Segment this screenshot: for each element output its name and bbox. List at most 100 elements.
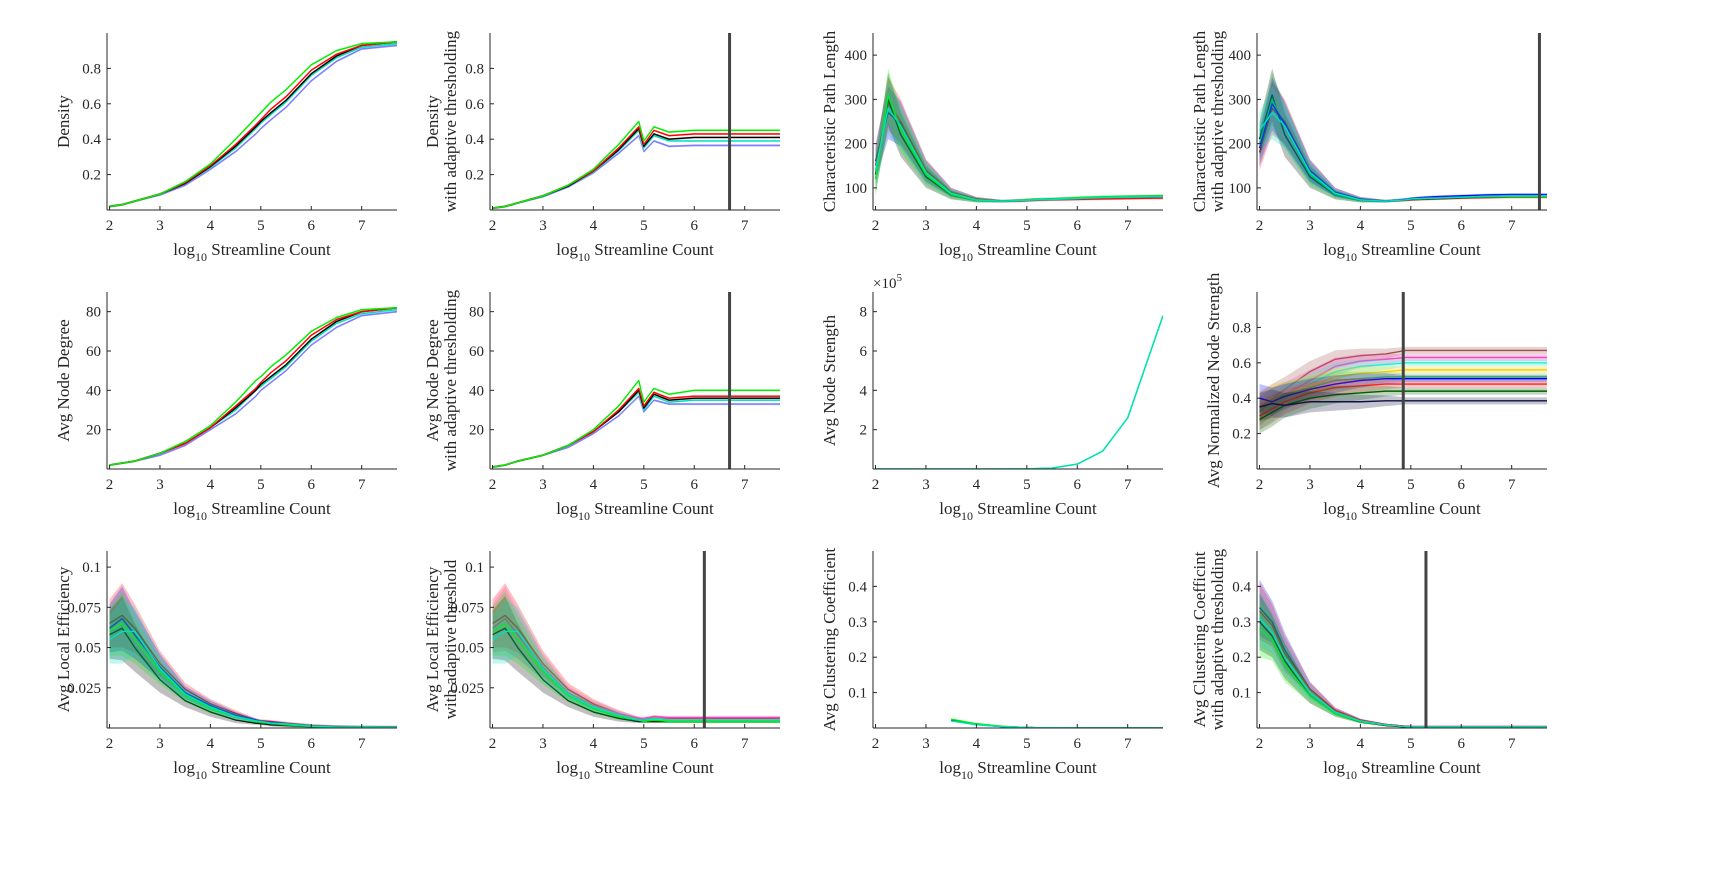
x-label-sub: 10	[578, 509, 590, 523]
y-tick-label: 0.075	[450, 600, 484, 616]
x-axis-label: log10 Streamline Count	[556, 240, 714, 264]
subplot: 2 3 4 5 6 7 0.025 0.05 0.075 0.1 log10 Streamline …	[423, 551, 780, 782]
x-label-base: log	[939, 240, 961, 259]
x-axis-label: log10 Streamline Count	[173, 758, 331, 782]
series-line	[109, 44, 397, 208]
x-tick-label: 2	[106, 477, 114, 493]
x-tick-label: 3	[922, 218, 930, 234]
y-tick-label: 100	[1229, 181, 1252, 197]
y-tick-label: 2	[860, 423, 868, 439]
series-line	[1258, 607, 1547, 728]
x-tick-label: 5	[1407, 218, 1415, 234]
x-tick-label: 2	[106, 218, 114, 234]
subplot: 2 3 4 5 6 7 20 40 60 80 log10 Streamline Count Avg …	[423, 289, 780, 523]
plot-area	[109, 306, 397, 467]
subplot: 2 3 4 5 6 7 100 200 300 400 log10 Streamline Count…	[1190, 30, 1547, 264]
y-tick-label: 80	[86, 305, 101, 321]
y-tick-label: 400	[1229, 48, 1252, 64]
y-tick-label: 200	[845, 137, 868, 153]
x-label-rest: Streamline Count	[973, 240, 1097, 259]
x-label-base: log	[556, 499, 578, 518]
series-line	[1259, 378, 1547, 403]
x-tick-label: 2	[489, 218, 497, 234]
series-line	[109, 41, 397, 208]
y-tick-label: 4	[860, 383, 868, 399]
x-tick-label: 6	[1074, 477, 1082, 493]
subplot: 2 3 4 5 6 7 0.1 0.2 0.3 0.4 log10 Streamline Count…	[820, 547, 1163, 782]
x-tick-label: 3	[922, 477, 930, 493]
series-band	[1259, 77, 1547, 203]
x-label-rest: Streamline Count	[973, 499, 1097, 518]
y-tick-label: 20	[86, 423, 101, 439]
x-tick-label: 3	[1306, 218, 1314, 234]
series-band	[109, 44, 397, 208]
x-axis-label: log10 Streamline Count	[939, 499, 1097, 523]
series-band	[1259, 359, 1547, 431]
x-axis-label: log10 Streamline Count	[1323, 240, 1481, 264]
x-tick-label: 2	[489, 736, 497, 752]
series-line	[1259, 356, 1547, 412]
x-tick-label: 7	[1124, 477, 1132, 493]
x-tick-label: 4	[973, 218, 981, 234]
x-tick-label: 3	[1306, 736, 1314, 752]
y-tick-label: 0.1	[1232, 686, 1251, 702]
series-band	[492, 599, 780, 722]
x-tick-label: 7	[1124, 218, 1132, 234]
y-tick-label: 100	[845, 181, 868, 197]
y-tick-label: 0.6	[465, 97, 484, 113]
x-tick-label: 2	[872, 218, 880, 234]
y-axis-label: Avg Node Strength	[820, 315, 839, 446]
y-axis-label: Avg Clustering Coefficient	[820, 547, 839, 731]
series-line	[1259, 376, 1547, 413]
series-line	[492, 379, 780, 468]
x-label-sub: 10	[961, 509, 973, 523]
series-band	[1259, 389, 1547, 422]
series-band	[492, 583, 780, 722]
x-tick-label: 7	[1508, 736, 1516, 752]
plot-area	[1259, 346, 1547, 434]
x-tick-label: 7	[741, 218, 749, 234]
y-tick-label: 0.2	[1232, 427, 1251, 443]
x-tick-label: 5	[257, 477, 265, 493]
x-tick-label: 7	[741, 477, 749, 493]
x-tick-label: 5	[1023, 218, 1031, 234]
series-line	[109, 307, 397, 466]
x-tick-label: 4	[207, 736, 215, 752]
y-tick-label: 0.025	[450, 681, 484, 697]
x-tick-label: 5	[257, 218, 265, 234]
subplot: 2 3 4 5 6 7 0.025 0.05 0.075 0.1 log10 Streamline …	[54, 551, 397, 782]
x-tick-label: 4	[973, 477, 981, 493]
y-tick-label: 0.05	[75, 641, 101, 657]
plot-area	[1258, 68, 1547, 203]
plot-area	[109, 40, 397, 208]
x-tick-label: 5	[257, 736, 265, 752]
x-label-base: log	[1323, 758, 1345, 777]
x-tick-label: 3	[156, 477, 164, 493]
x-label-sub: 10	[195, 250, 207, 264]
y-axis-label: with adaptive thresholding	[441, 289, 460, 471]
exponent-power: 5	[896, 272, 902, 284]
y-axis-label: Avg Node Degree	[423, 319, 442, 441]
x-label-base: log	[939, 758, 961, 777]
series-line	[874, 107, 1163, 202]
x-label-sub: 10	[578, 250, 590, 264]
y-tick-label: 0.3	[848, 615, 867, 631]
y-tick-label: 0.4	[848, 579, 867, 595]
series-band	[109, 306, 397, 467]
series-band	[1259, 582, 1547, 727]
x-tick-label: 7	[358, 218, 366, 234]
plot-area	[874, 68, 1163, 203]
x-tick-label: 5	[1407, 477, 1415, 493]
y-tick-label: 0.4	[82, 132, 101, 148]
x-tick-label: 2	[1256, 218, 1264, 234]
x-axis-label: log10 Streamline Count	[173, 240, 331, 264]
x-tick-label: 7	[358, 477, 366, 493]
x-tick-label: 5	[640, 477, 648, 493]
series-line	[875, 315, 1163, 469]
y-tick-label: 0.2	[465, 168, 484, 184]
x-tick-label: 5	[640, 218, 648, 234]
x-label-rest: Streamline Count	[590, 240, 714, 259]
subplot: 2 3 4 5 6 7 20 40 60 80 log10 Streamline Count Avg …	[54, 292, 397, 523]
x-tick-label: 6	[691, 736, 699, 752]
subplot: 2 3 4 5 6 7 2 4 6 8 log10 Streamline Count Avg Node…	[820, 272, 1163, 523]
